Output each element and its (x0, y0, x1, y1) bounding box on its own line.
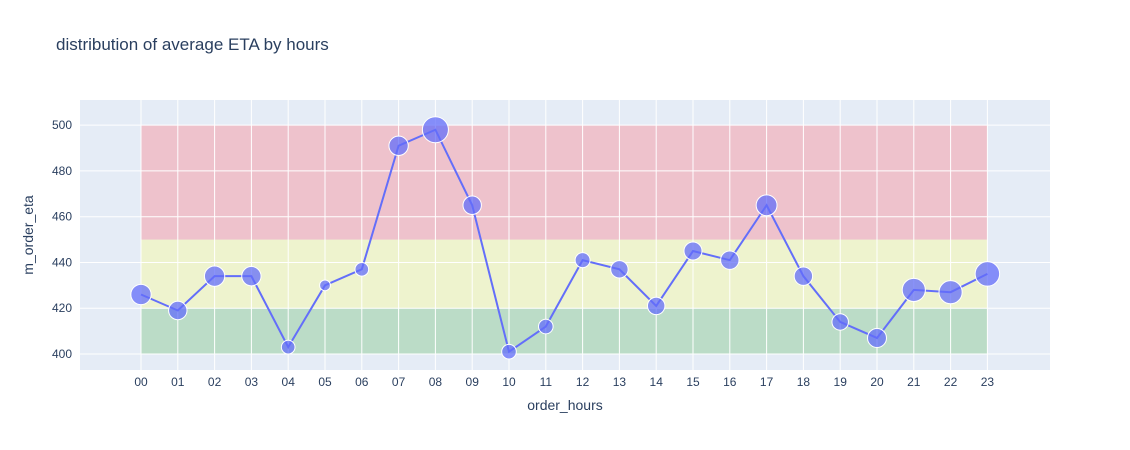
data-point[interactable] (462, 195, 482, 215)
y-tick-label: 400 (52, 347, 72, 361)
y-tick-label: 480 (52, 164, 72, 178)
x-tick-label: 22 (944, 375, 958, 389)
x-tick-label: 16 (723, 375, 737, 389)
x-axis-ticks: 00 01 02 03 04 05 06 07 08 09 10 11 12 13 14 15 16 17 18 19… (134, 375, 994, 389)
y-axis-title: m_order_eta (20, 195, 36, 275)
data-point[interactable] (501, 343, 517, 360)
x-tick-label: 10 (502, 375, 516, 389)
x-tick-label: 08 (429, 375, 443, 389)
grid-lines (80, 100, 1050, 370)
chart-title: distribution of average ETA by hours (56, 35, 329, 54)
data-point[interactable] (354, 261, 370, 277)
x-tick-label: 11 (540, 375, 553, 389)
data-point[interactable] (938, 280, 963, 305)
y-tick-label: 420 (52, 301, 72, 315)
data-point[interactable] (203, 265, 226, 287)
data-point[interactable] (610, 260, 629, 279)
data-point[interactable] (683, 241, 703, 261)
x-tick-label: 17 (760, 375, 774, 389)
x-tick-label: 19 (834, 375, 848, 389)
x-tick-label: 23 (981, 375, 995, 389)
data-point[interactable] (867, 327, 887, 348)
band-mid (141, 239, 988, 309)
data-point[interactable] (168, 300, 188, 321)
band-high (141, 125, 988, 240)
data-point[interactable] (646, 296, 666, 316)
x-tick-label: 07 (392, 375, 406, 389)
x-tick-label: 20 (870, 375, 884, 389)
x-tick-label: 06 (355, 375, 369, 389)
data-point[interactable] (755, 194, 778, 217)
data-point[interactable] (421, 116, 449, 144)
x-tick-label: 01 (171, 375, 185, 389)
data-point[interactable] (241, 266, 262, 287)
data-point[interactable] (574, 252, 591, 269)
x-tick-label: 14 (650, 375, 664, 389)
data-point[interactable] (130, 283, 152, 306)
x-tick-label: 21 (907, 375, 921, 389)
x-tick-label: 15 (686, 375, 700, 389)
data-point[interactable] (901, 277, 926, 302)
x-tick-label: 18 (797, 375, 811, 389)
data-point[interactable] (319, 279, 331, 292)
y-axis-ticks: 400 420 440 460 480 500 (52, 118, 72, 361)
y-tick-label: 500 (52, 118, 72, 132)
data-point[interactable] (793, 266, 814, 286)
x-tick-label: 05 (318, 375, 332, 389)
x-tick-label: 04 (282, 375, 296, 389)
x-tick-label: 00 (134, 375, 148, 389)
data-point[interactable] (280, 339, 296, 355)
data-point[interactable] (720, 250, 740, 270)
x-tick-label: 02 (208, 375, 222, 389)
x-tick-label: 12 (576, 375, 590, 389)
data-point[interactable] (538, 318, 554, 335)
data-point[interactable] (388, 135, 409, 156)
y-tick-label: 460 (52, 210, 72, 224)
x-tick-label: 09 (466, 375, 480, 389)
y-tick-label: 440 (52, 255, 72, 269)
data-point[interactable] (974, 261, 1001, 287)
series-markers (130, 116, 1001, 360)
x-tick-label: 03 (245, 375, 259, 389)
data-point[interactable] (831, 313, 849, 331)
x-axis-title: order_hours (527, 397, 603, 413)
x-tick-label: 13 (613, 375, 627, 389)
threshold-bands (141, 125, 988, 354)
